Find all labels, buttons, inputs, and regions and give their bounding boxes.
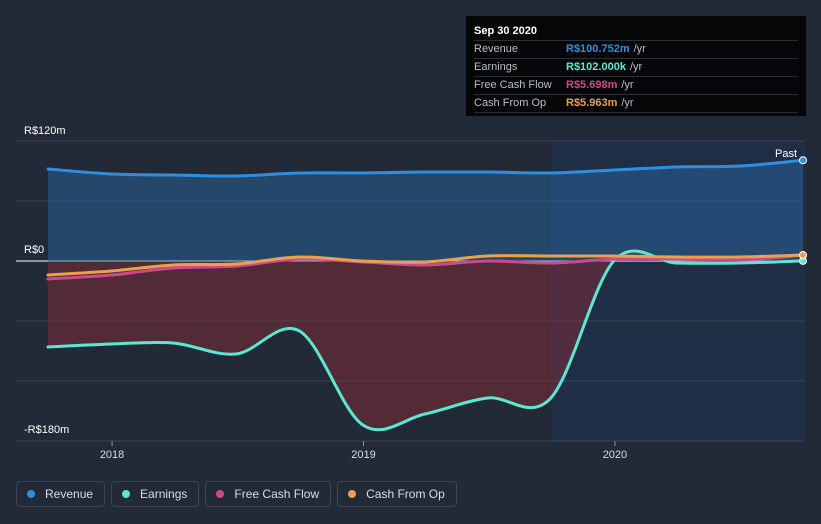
series-lines: [46, 158, 805, 432]
past-region-highlight: [550, 141, 805, 441]
tooltip-row-value: R$5.963m: [566, 97, 618, 109]
tooltip-row-unit: /yr: [629, 61, 643, 73]
cash-from-op-endpoint: [799, 251, 807, 260]
cash-from-op-line: [46, 253, 805, 277]
tooltip-row-unit: /yr: [621, 79, 634, 91]
series-endpoints: [799, 156, 807, 265]
x-tick-label: 2019: [351, 449, 375, 461]
tooltip-row-value: R$100.752m: [566, 43, 630, 55]
revenue-line: [46, 158, 805, 178]
revenue-area: [48, 160, 803, 261]
earnings-area: [48, 251, 803, 430]
legend-dot-icon: [216, 490, 225, 498]
legend-label: Cash From Op: [366, 487, 445, 501]
legend-label: Earnings: [140, 487, 188, 501]
tooltip-row-value: R$102.000k: [566, 61, 626, 73]
tooltip-row-label: Cash From Op: [474, 97, 547, 109]
tooltip-row-cash-from-op: Cash From Op R$5.963m/yr: [474, 95, 798, 113]
tooltip-row-unit: /yr: [633, 43, 646, 55]
y-tick-label: R$0: [24, 244, 44, 256]
y-tick-label: -R$180m: [24, 424, 69, 436]
free-cash-flow-line: [46, 253, 805, 281]
legend-label: Revenue: [45, 487, 94, 501]
x-tick-label: 2020: [603, 449, 627, 461]
y-axis-labels: R$120m R$0 -R$180m: [24, 125, 69, 436]
legend-item-free-cash-flow[interactable]: Free Cash Flow: [205, 481, 332, 507]
tooltip-panel: Sep 30 2020 Revenue R$100.752m/yr Earnings…: [466, 16, 806, 116]
tooltip-row-label: Earnings: [474, 61, 518, 73]
tooltip-row-unit: /yr: [621, 97, 634, 109]
revenue-endpoint: [799, 156, 807, 165]
earnings-line: [46, 249, 805, 432]
tooltip-row-free-cash-flow: Free Cash Flow R$5.698m/yr: [474, 77, 798, 95]
past-label: Past: [775, 148, 797, 160]
legend-dot-icon: [348, 490, 357, 498]
legend-item-earnings[interactable]: Earnings: [111, 481, 200, 507]
x-tick-label: 2018: [100, 449, 124, 461]
tooltip-row-label: Free Cash Flow: [474, 79, 552, 91]
tooltip-row-label: Revenue: [474, 43, 519, 55]
tooltip-row-earnings: Earnings R$102.000k/yr: [474, 59, 798, 77]
series-areas: [48, 160, 803, 430]
tooltip-row-revenue: Revenue R$100.752m/yr: [474, 41, 798, 59]
legend: Revenue Earnings Free Cash Flow Cash From O…: [16, 481, 457, 507]
legend-dot-icon: [27, 490, 35, 498]
legend-dot-icon: [122, 490, 131, 498]
legend-item-cash-from-op[interactable]: Cash From Op: [337, 481, 457, 507]
x-axis-labels: 2018 2019 2020: [100, 441, 627, 461]
legend-item-revenue[interactable]: Revenue: [16, 481, 106, 507]
y-tick-label: R$120m: [24, 125, 66, 137]
legend-label: Free Cash Flow: [234, 487, 320, 501]
tooltip-date: Sep 30 2020: [474, 24, 798, 41]
tooltip-row-value: R$5.698m: [566, 79, 618, 91]
